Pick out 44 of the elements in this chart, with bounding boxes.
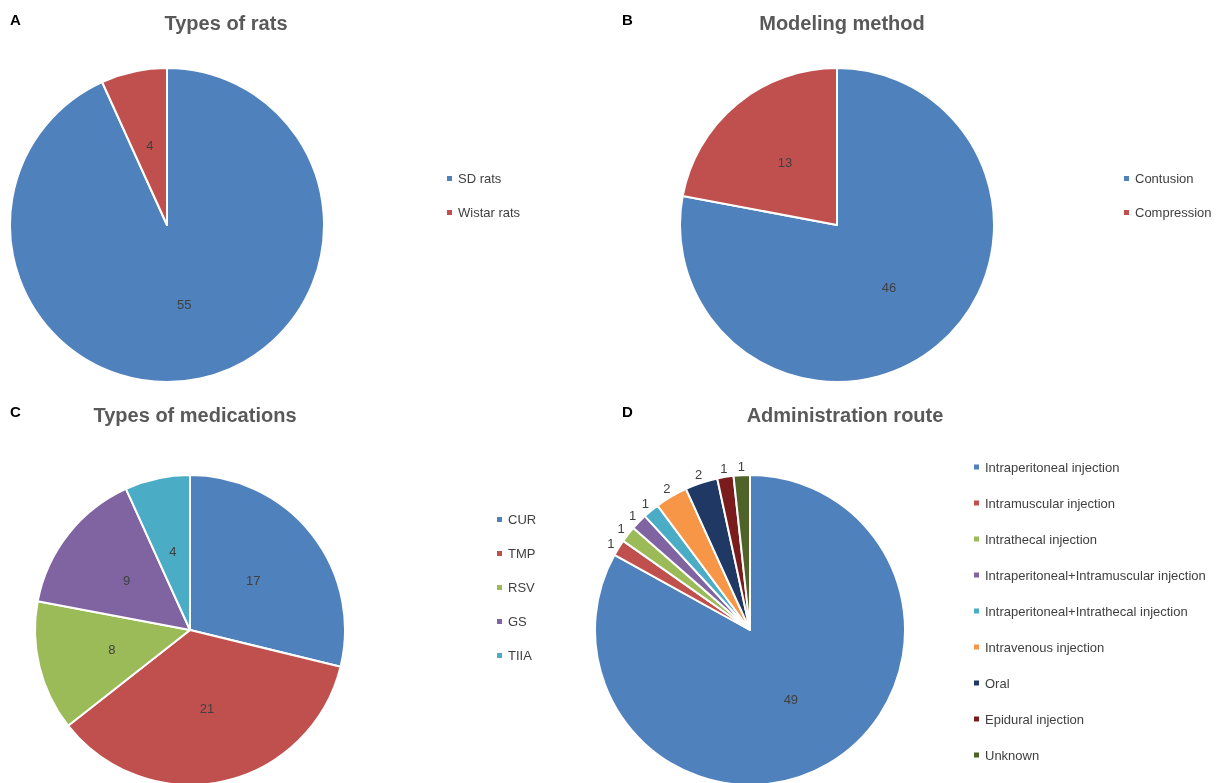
data-label: 1	[737, 458, 745, 474]
legend-label: Wistar rats	[458, 205, 521, 220]
data-label: 1	[607, 535, 615, 551]
legend-label: Intravenous injection	[985, 639, 1105, 655]
legend-label: Contusion	[1135, 171, 1194, 186]
data-label: 1	[720, 460, 728, 476]
text: B	[622, 11, 633, 28]
text: A	[10, 11, 21, 28]
legend-label: GS	[508, 614, 528, 629]
text: C	[10, 403, 21, 420]
data-label: 1	[628, 508, 637, 524]
data-label: 1	[641, 496, 649, 512]
data-label: 21	[199, 701, 215, 717]
data-label: 46	[881, 280, 897, 296]
legend-label: Oral	[985, 675, 1010, 691]
data-label: 2	[663, 481, 671, 497]
data-label: 55	[176, 297, 192, 313]
legend-label: Compression	[1135, 205, 1212, 220]
legend-label: TMP	[508, 546, 536, 561]
legend-label: Intraperitoneal injection	[985, 459, 1120, 475]
legend-label: SD rats	[458, 171, 502, 186]
data-label: 8	[108, 641, 116, 657]
legend-label: CUR	[508, 512, 537, 527]
chart-title: Types of medications	[93, 404, 297, 426]
text: D	[622, 403, 633, 420]
data-label: 17	[246, 572, 261, 588]
data-label: 4	[146, 137, 154, 153]
legend-label: Intraperitoneal+Intrathecal injection	[985, 603, 1188, 619]
chart-title: Types of rats	[164, 12, 288, 34]
data-label: 9	[123, 572, 131, 588]
data-label: 13	[777, 154, 793, 170]
legend-label: Unknown	[985, 747, 1040, 763]
data-label: 2	[694, 466, 703, 482]
data-label: 1	[617, 521, 625, 537]
data-label: 49	[783, 691, 799, 707]
legend-label: Intraperitoneal+Intramuscular injection	[985, 567, 1206, 583]
chart-title: Modeling method	[759, 12, 925, 34]
legend-label: TIIA	[508, 648, 533, 663]
chart-title: Administration route	[746, 404, 944, 426]
legend-label: RSV	[508, 580, 536, 595]
data-label: 4	[169, 543, 177, 559]
legend-label: Intrathecal injection	[985, 531, 1098, 547]
legend-label: Epidural injection	[985, 711, 1085, 727]
legend-label: Intramuscular injection	[985, 495, 1116, 511]
